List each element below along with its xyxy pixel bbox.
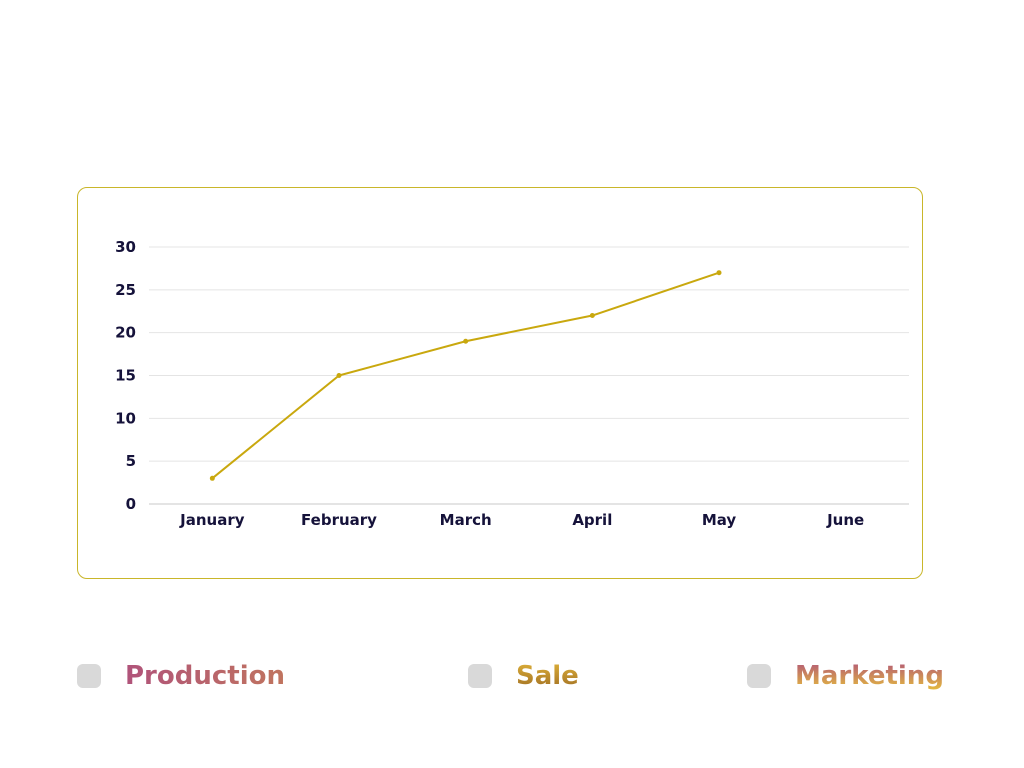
x-tick-label-january: January bbox=[179, 511, 245, 529]
y-axis-ticks: 0 5 10 15 20 25 30 bbox=[115, 238, 136, 513]
y-tick-label-20: 20 bbox=[115, 324, 136, 342]
legend-item-marketing[interactable]: Marketing bbox=[747, 660, 944, 692]
data-point-january[interactable] bbox=[209, 475, 215, 481]
x-tick-label-march: March bbox=[440, 511, 492, 529]
data-point-may[interactable] bbox=[716, 270, 722, 276]
chart-card: 0 5 10 15 20 25 30 January February March April Ma… bbox=[77, 187, 923, 579]
legend-item-sale[interactable]: Sale bbox=[468, 660, 579, 692]
legend-checkbox-sale[interactable] bbox=[468, 664, 492, 688]
data-point-february[interactable] bbox=[336, 373, 342, 378]
legend-label-production: Production bbox=[125, 661, 285, 691]
line-chart: 0 5 10 15 20 25 30 January February March April Ma… bbox=[115, 238, 909, 529]
legend-label-marketing: Marketing bbox=[795, 661, 944, 691]
grid-lines bbox=[149, 246, 909, 505]
y-tick-label-15: 15 bbox=[115, 367, 136, 385]
legend-label-sale: Sale bbox=[516, 661, 579, 691]
y-tick-label-10: 10 bbox=[115, 409, 136, 427]
data-point-april[interactable] bbox=[589, 313, 595, 319]
x-tick-label-february: February bbox=[301, 511, 377, 529]
y-tick-label-30: 30 bbox=[115, 238, 136, 256]
y-tick-label-5: 5 bbox=[126, 452, 136, 470]
legend-item-production[interactable]: Production bbox=[77, 660, 285, 692]
legend-checkbox-production[interactable] bbox=[77, 664, 101, 688]
series-points bbox=[209, 270, 722, 481]
x-tick-label-april: April bbox=[572, 511, 612, 529]
x-tick-label-may: May bbox=[702, 511, 737, 529]
legend-checkbox-marketing[interactable] bbox=[747, 664, 771, 688]
data-point-march[interactable] bbox=[463, 338, 469, 344]
y-tick-label-0: 0 bbox=[126, 495, 136, 513]
x-axis-ticks: January February March April May June bbox=[179, 511, 864, 529]
y-tick-label-25: 25 bbox=[115, 281, 136, 299]
x-tick-label-june: June bbox=[826, 511, 864, 529]
